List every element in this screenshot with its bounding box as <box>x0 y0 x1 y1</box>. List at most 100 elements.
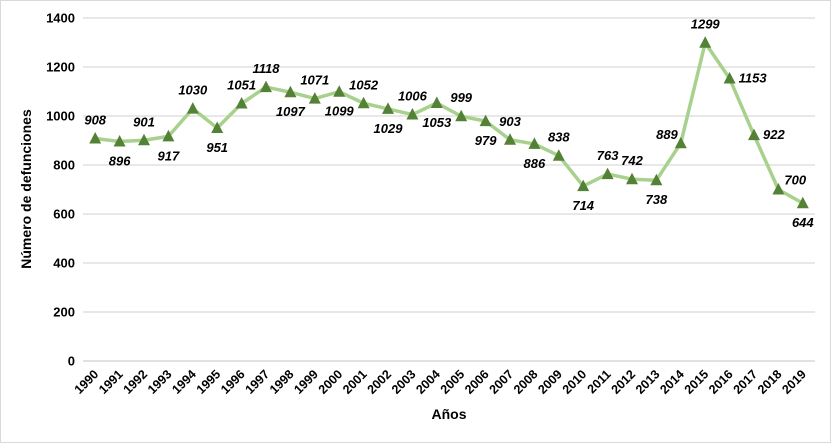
data-point-marker <box>699 36 712 48</box>
data-label: 838 <box>548 130 570 145</box>
x-tick-label: 2013 <box>633 367 663 397</box>
data-point-marker <box>504 133 516 145</box>
x-tick-label: 1996 <box>218 367 248 397</box>
x-tick-label: 1992 <box>121 367 151 397</box>
data-label: 1071 <box>300 73 329 88</box>
x-tick-label: 2012 <box>609 367 639 397</box>
x-tick-label: 1993 <box>145 367 175 397</box>
data-label: 951 <box>206 140 228 155</box>
data-point-marker <box>723 72 736 84</box>
data-point-marker <box>455 109 468 122</box>
data-point-marker <box>235 97 248 109</box>
x-tick-label: 2014 <box>657 367 687 397</box>
x-tick-label: 1997 <box>243 367 273 397</box>
data-point-marker <box>382 102 394 114</box>
data-point-marker <box>162 129 175 142</box>
data-label: 889 <box>656 127 678 142</box>
data-label: 999 <box>450 90 472 105</box>
x-tick-label: 2018 <box>755 367 785 397</box>
x-tick-label: 2019 <box>779 367 809 397</box>
x-tick-label: 2007 <box>487 367 517 397</box>
x-tick-label: 2001 <box>340 367 370 397</box>
data-label: 886 <box>524 156 546 171</box>
x-tick-label: 1998 <box>267 367 297 397</box>
data-point-marker <box>211 121 224 134</box>
x-tick-label: 1994 <box>169 367 199 397</box>
x-tick-label: 2009 <box>535 367 565 397</box>
x-tick-label: 2005 <box>438 367 468 397</box>
data-point-marker <box>479 114 492 127</box>
data-point-marker <box>577 179 590 192</box>
y-tick-label: 1200 <box>46 60 75 75</box>
data-label: 917 <box>158 148 180 163</box>
data-label: 742 <box>621 153 643 168</box>
x-tick-label: 2003 <box>389 367 419 397</box>
x-tick-label: 2006 <box>462 367 492 397</box>
data-point-marker <box>748 128 760 141</box>
data-label: 979 <box>475 133 497 148</box>
x-tick-label: 2011 <box>585 367 614 396</box>
x-tick-label: 1990 <box>72 367 102 397</box>
data-point-marker <box>89 132 102 144</box>
data-point-marker <box>650 173 663 186</box>
data-point-marker <box>796 196 809 209</box>
y-tick-label: 400 <box>53 256 75 271</box>
data-point-marker <box>406 108 419 120</box>
x-tick-label: 2002 <box>365 367 395 397</box>
data-label: 1097 <box>276 104 306 119</box>
x-tick-label: 2000 <box>316 367 346 397</box>
data-label: 714 <box>572 198 594 213</box>
data-point-marker <box>260 80 272 93</box>
data-label: 1030 <box>178 83 208 98</box>
data-label: 1118 <box>253 61 281 76</box>
data-point-marker <box>186 102 199 114</box>
y-axis-title: Número de defunciones <box>18 109 34 269</box>
data-point-marker <box>430 96 443 109</box>
data-label: 922 <box>763 127 785 142</box>
x-tick-label: 2016 <box>706 367 736 397</box>
data-point-marker <box>772 183 785 195</box>
data-label: 1053 <box>422 115 452 130</box>
data-label: 1029 <box>374 121 404 136</box>
data-label: 1153 <box>739 71 768 86</box>
data-label: 1006 <box>398 89 428 104</box>
data-point-marker <box>552 149 565 161</box>
data-label: 1099 <box>325 104 355 119</box>
x-tick-label: 2008 <box>511 367 541 397</box>
data-label: 700 <box>784 173 806 188</box>
data-point-marker <box>333 85 346 97</box>
data-label: 901 <box>133 114 155 129</box>
x-tick-label: 2015 <box>682 367 712 397</box>
data-point-marker <box>528 137 541 149</box>
x-tick-label: 2010 <box>560 367 590 397</box>
x-tick-label: 1995 <box>194 367 224 397</box>
data-point-marker <box>626 172 638 185</box>
data-label: 903 <box>499 114 521 129</box>
x-tick-label: 1991 <box>96 367 126 397</box>
x-tick-label: 1999 <box>291 367 321 397</box>
data-label: 1052 <box>349 77 379 92</box>
y-tick-label: 800 <box>53 158 75 173</box>
data-label: 1299 <box>691 17 721 32</box>
data-point-marker <box>138 133 150 146</box>
y-tick-label: 1000 <box>46 109 75 124</box>
data-point-marker <box>357 96 370 109</box>
data-point-marker <box>284 85 297 98</box>
series-line <box>93 40 805 205</box>
data-point-marker <box>113 134 126 147</box>
data-point-marker <box>601 167 614 180</box>
data-point-marker <box>674 136 687 149</box>
x-axis-title: Años <box>431 406 467 422</box>
data-point-marker <box>308 92 321 104</box>
data-label: 1051 <box>227 78 256 93</box>
data-label: 908 <box>84 113 106 128</box>
data-label: 738 <box>646 192 668 207</box>
y-tick-label: 600 <box>53 207 75 222</box>
data-label: 644 <box>792 215 814 230</box>
y-tick-label: 1400 <box>46 11 75 26</box>
data-label: 896 <box>109 153 131 168</box>
y-tick-label: 200 <box>53 305 75 320</box>
x-tick-label: 2017 <box>731 367 761 397</box>
